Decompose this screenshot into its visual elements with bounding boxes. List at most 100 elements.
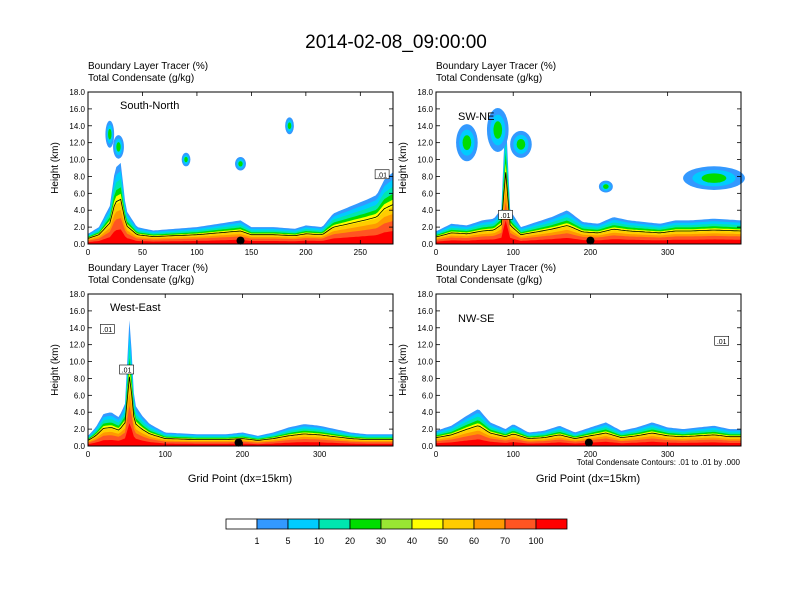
- colorbar-box: [287, 518, 320, 530]
- x-tick-label: 0: [86, 248, 91, 257]
- x-tick-label: 100: [507, 248, 521, 257]
- y-tick-label: 18.0: [69, 88, 85, 97]
- y-tick-label: 14.0: [69, 324, 85, 333]
- y-tick-label: 18.0: [417, 290, 433, 299]
- tracer-layer-8: [436, 439, 741, 446]
- y-tick-label: 16.0: [417, 105, 433, 114]
- panel-label: NW-SE: [458, 313, 494, 325]
- y-tick-label: 10.0: [417, 358, 433, 367]
- x-axis-label: Grid Point (dx=15km): [536, 473, 640, 485]
- colorbar-label: 60: [469, 536, 479, 546]
- y-ticks: 0.0 2.0 4.0 6.0 8.0 10.0 12.0 14.0 16.0 18.0: [69, 88, 393, 249]
- x-tick-label: 100: [190, 248, 204, 257]
- x-tick-label: 200: [299, 248, 313, 257]
- upper-tracer-patches: [456, 108, 745, 193]
- colorbar-label: 50: [438, 536, 448, 546]
- y-tick-label: 16.0: [69, 307, 85, 316]
- upper-patch-peak-3: [603, 184, 609, 189]
- x-ticks: 0 100 200 300: [434, 92, 675, 257]
- y-axis-label: Height (km): [398, 344, 409, 396]
- location-marker: [584, 438, 593, 447]
- colorbar-box: [256, 518, 289, 530]
- upper-patch-peak-4: [701, 173, 727, 183]
- panel-sw-ne: Boundary Layer Tracer (%) Total Condensa…: [398, 61, 745, 257]
- colorbar-label: 30: [376, 536, 386, 546]
- x-ticks: 0 50 100 150 200 250: [86, 92, 368, 257]
- upper-patch-peak-2: [184, 156, 188, 163]
- y-tick-label: 4.0: [74, 206, 86, 215]
- x-tick-label: 0: [86, 450, 91, 459]
- y-tick-label: 10.0: [417, 156, 433, 165]
- location-marker: [236, 236, 245, 245]
- x-tick-label: 100: [507, 450, 521, 459]
- colorbar-box: [442, 518, 475, 530]
- x-axis-label: Grid Point (dx=15km): [188, 473, 292, 485]
- colorbar-label: 70: [500, 536, 510, 546]
- panel-label: SW-NE: [458, 111, 494, 123]
- y-ticks: 0.0 2.0 4.0 6.0 8.0 10.0 12.0 14.0 16.0 18.0: [417, 88, 741, 249]
- x-ticks: 0 100 200 300: [86, 294, 327, 459]
- contour-label: .01: [122, 368, 132, 375]
- colorbar-box: [535, 518, 568, 530]
- x-tick-label: 250: [354, 248, 368, 257]
- x-tick-label: 50: [138, 248, 147, 257]
- condensate-contours: [87, 198, 394, 239]
- panel-title-line2: Total Condensate (g/kg): [88, 275, 194, 286]
- upper-patch-peak-3: [287, 122, 292, 130]
- y-ticks: 0.0 2.0 4.0 6.0 8.0 10.0 12.0 14.0 16.0 18.0: [69, 290, 393, 451]
- x-tick-label: 300: [313, 450, 327, 459]
- figure-title: 2014-02-08_09:00:00: [305, 32, 487, 53]
- panel-label: South-North: [120, 100, 179, 112]
- marker-dot: [234, 438, 243, 447]
- y-tick-label: 14.0: [417, 324, 433, 333]
- y-tick-label: 2.0: [74, 223, 86, 232]
- contour-note: Total Condensate Contours: .01 to .01 by…: [577, 458, 741, 467]
- condensate-contour: [87, 376, 393, 441]
- y-tick-label: 0.0: [422, 442, 434, 451]
- contour-label-box: [100, 324, 115, 334]
- y-tick-label: 12.0: [417, 139, 433, 148]
- y-tick-label: 10.0: [69, 156, 85, 165]
- tracer-layer-8: [436, 220, 741, 244]
- y-tick-label: 6.0: [422, 189, 434, 198]
- x-ticks: 0 100 200 300: [434, 294, 675, 459]
- panel-title-line2: Total Condensate (g/kg): [436, 73, 542, 84]
- colorbar-box: [380, 518, 413, 530]
- x-tick-label: 200: [584, 450, 598, 459]
- tracer-field: [88, 320, 393, 446]
- contour-label: .01: [102, 327, 112, 334]
- contour-labels: .01: [498, 209, 513, 220]
- y-tick-label: 6.0: [422, 391, 434, 400]
- marker-dot: [236, 236, 245, 245]
- y-tick-label: 12.0: [417, 341, 433, 350]
- contour-label-box: [498, 209, 513, 220]
- colorbar-label: 1: [254, 536, 259, 546]
- y-tick-label: 2.0: [74, 425, 86, 434]
- contour-label-box: [374, 169, 390, 180]
- y-axis-label: Height (km): [50, 344, 61, 396]
- y-tick-label: 8.0: [422, 172, 434, 181]
- panel-nw-se: Boundary Layer Tracer (%) Total Condensa…: [398, 263, 742, 485]
- y-tick-label: 8.0: [422, 374, 434, 383]
- contour-label: .01: [717, 339, 727, 346]
- y-tick-label: 18.0: [69, 290, 85, 299]
- y-tick-label: 4.0: [74, 408, 86, 417]
- x-tick-label: 300: [661, 248, 675, 257]
- marker-dot: [584, 438, 593, 447]
- y-tick-label: 12.0: [69, 139, 85, 148]
- tracer-field: [436, 409, 741, 446]
- y-tick-label: 14.0: [417, 122, 433, 131]
- upper-patch-peak-2: [516, 138, 526, 150]
- colorbar: 1 5 10 20 30 40 50 60 70 100: [225, 518, 568, 546]
- panel-title-line1: Boundary Layer Tracer (%): [436, 61, 556, 72]
- panel-title-line1: Boundary Layer Tracer (%): [436, 263, 556, 274]
- x-tick-label: 100: [159, 450, 173, 459]
- y-tick-label: 6.0: [74, 189, 86, 198]
- location-marker: [234, 438, 243, 447]
- y-tick-label: 10.0: [69, 358, 85, 367]
- panel-west-east: Boundary Layer Tracer (%) Total Condensa…: [50, 263, 394, 485]
- colorbar-label: 40: [407, 536, 417, 546]
- panel-title-line1: Boundary Layer Tracer (%): [88, 61, 208, 72]
- upper-tracer-patches: [105, 117, 294, 171]
